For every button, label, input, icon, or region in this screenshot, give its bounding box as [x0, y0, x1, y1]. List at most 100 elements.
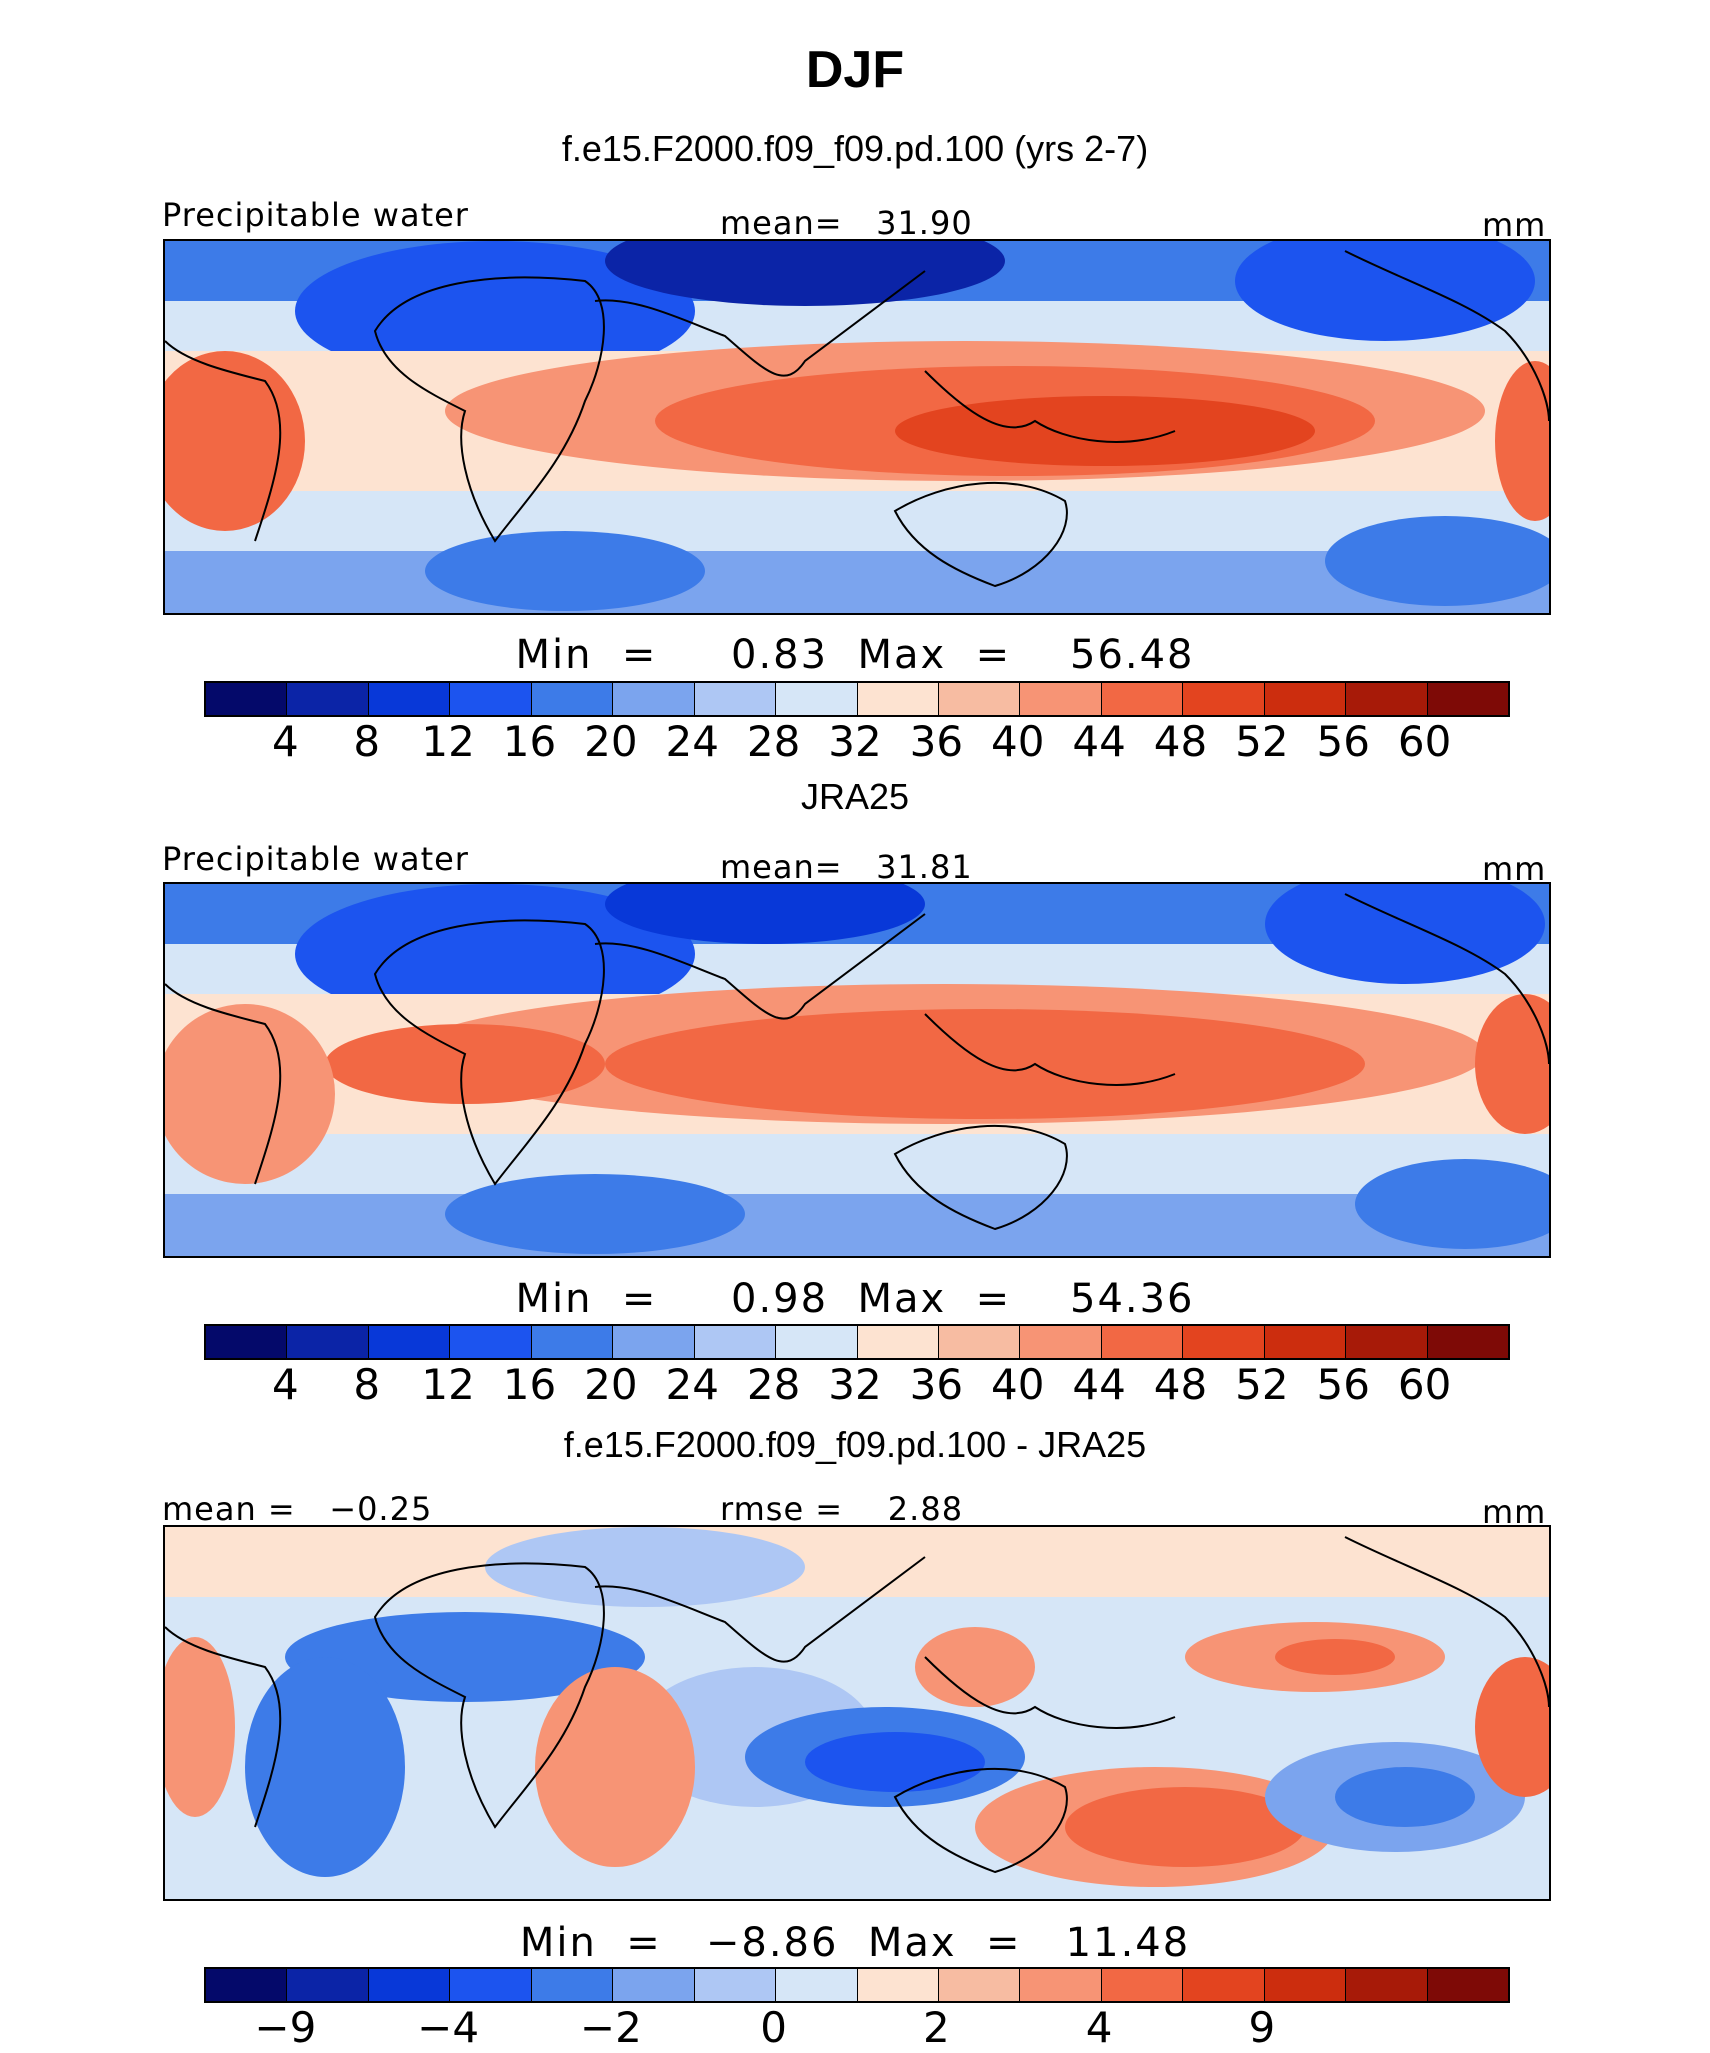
- panel-1-colorbar: [204, 681, 1510, 717]
- panel-3-mean-label: mean = −0.25: [162, 1490, 433, 1528]
- colorbar-box: [450, 683, 532, 715]
- colorbar-box: [1101, 683, 1184, 715]
- panel-2-title: JRA25: [800, 776, 910, 817]
- panel-2-units-label: mm: [1482, 850, 1547, 888]
- colorbar-tick-label: 36: [909, 1360, 964, 1409]
- colorbar-box: [613, 1969, 695, 2001]
- colorbar-tick-label: 32: [828, 1360, 882, 1409]
- panel-2-mean-label: mean= 31.81: [720, 848, 973, 886]
- panel-3-title: f.e15.F2000.f09_f09.pd.100 - JRA25: [563, 1424, 1147, 1465]
- colorbar-box: [776, 1326, 858, 1358]
- colorbar-box: [287, 1969, 369, 2001]
- panel-1-map: [163, 239, 1551, 615]
- panel-3-map-svg: [165, 1527, 1549, 1899]
- colorbar-tick-label: 52: [1235, 1360, 1289, 1409]
- colorbar-box: [287, 683, 369, 715]
- panel-1-variable-label: Precipitable water: [162, 196, 469, 234]
- colorbar-tick-label: 24: [665, 1360, 719, 1409]
- colorbar-tick-label: 40: [991, 717, 1045, 766]
- colorbar-box: [287, 1326, 369, 1358]
- colorbar-tick-label: −2: [579, 2003, 642, 2052]
- colorbar-tick-label: 20: [584, 717, 638, 766]
- colorbar-box: [1427, 1326, 1508, 1358]
- colorbar-tick-label: 4: [272, 1360, 299, 1409]
- colorbar-box: [368, 1969, 451, 2001]
- colorbar-box: [1101, 1969, 1184, 2001]
- colorbar-box: [857, 683, 939, 715]
- colorbar-box: [1020, 683, 1102, 715]
- colorbar-tick-label: 16: [502, 1360, 557, 1409]
- colorbar-box: [694, 1969, 777, 2001]
- colorbar-tick-label: 56: [1316, 1360, 1370, 1409]
- colorbar-tick-label: 44: [1072, 717, 1126, 766]
- panel-2-colorbar-ticks: 4 8 12 16 20 24 28 32 36 40 44 48 52 56 60: [204, 1360, 1510, 1410]
- colorbar-box: [368, 1326, 451, 1358]
- colorbar-tick-label: 56: [1316, 717, 1370, 766]
- colorbar-tick-label: −9: [254, 2003, 317, 2052]
- colorbar-box: [206, 1326, 288, 1358]
- colorbar-tick-label: 52: [1235, 717, 1289, 766]
- colorbar-box: [1020, 1969, 1102, 2001]
- panel-2-variable-label: Precipitable water: [162, 840, 469, 878]
- colorbar-box: [1101, 1326, 1184, 1358]
- panel-3-units-label: mm: [1482, 1493, 1547, 1531]
- panel-1-title: f.e15.F2000.f09_f09.pd.100 (yrs 2-7): [561, 128, 1149, 169]
- colorbar-tick-label: 2: [923, 2003, 950, 2052]
- colorbar-box: [857, 1326, 939, 1358]
- colorbar-tick-label: 9: [1248, 2003, 1276, 2052]
- colorbar-tick-label: 16: [502, 717, 557, 766]
- colorbar-box: [1427, 683, 1508, 715]
- colorbar-tick-label: 4: [272, 717, 299, 766]
- colorbar-tick-label: 28: [746, 1360, 801, 1409]
- panel-3-minmax: Min = −8.86 Max = 11.48: [519, 1920, 1191, 1966]
- panel-2-map: [163, 882, 1551, 1258]
- colorbar-box: [206, 683, 288, 715]
- figure-title: DJF: [805, 41, 905, 99]
- colorbar-tick-label: 8: [353, 1360, 381, 1409]
- colorbar-box: [1346, 1326, 1428, 1358]
- colorbar-box: [450, 1326, 532, 1358]
- colorbar-box: [938, 1969, 1021, 2001]
- colorbar-box: [694, 683, 777, 715]
- colorbar-box: [1020, 1326, 1102, 1358]
- colorbar-tick-label: 44: [1072, 1360, 1126, 1409]
- colorbar-tick-label: 0: [760, 2003, 787, 2052]
- colorbar-box: [613, 1326, 695, 1358]
- panel-2-map-svg: [165, 884, 1549, 1256]
- colorbar-box: [938, 683, 1021, 715]
- colorbar-box: [613, 683, 695, 715]
- colorbar-box: [531, 1969, 614, 2001]
- colorbar-box: [1264, 1969, 1347, 2001]
- colorbar-box: [694, 1326, 777, 1358]
- colorbar-box: [1264, 1326, 1347, 1358]
- colorbar-box: [206, 1969, 288, 2001]
- colorbar-box: [450, 1969, 532, 2001]
- panel-3-colorbar-ticks: −9 −4 −2 0 2 4 9: [204, 2003, 1510, 2053]
- colorbar-box: [857, 1969, 939, 2001]
- colorbar-box: [776, 683, 858, 715]
- colorbar-tick-label: 48: [1153, 1360, 1208, 1409]
- panel-3-map: [163, 1525, 1551, 1901]
- colorbar-tick-label: 60: [1397, 717, 1452, 766]
- colorbar-box: [1183, 683, 1265, 715]
- colorbar-tick-label: 60: [1397, 1360, 1452, 1409]
- colorbar-tick-label: 8: [353, 717, 381, 766]
- colorbar-box: [1183, 1969, 1265, 2001]
- colorbar-tick-label: 12: [421, 717, 475, 766]
- colorbar-tick-label: 40: [991, 1360, 1045, 1409]
- colorbar-box: [1346, 683, 1428, 715]
- colorbar-box: [1264, 683, 1347, 715]
- colorbar-tick-label: 12: [421, 1360, 475, 1409]
- colorbar-box: [1183, 1326, 1265, 1358]
- colorbar-tick-label: 20: [584, 1360, 638, 1409]
- colorbar-tick-label: 36: [909, 717, 964, 766]
- colorbar-tick-label: 4: [1085, 2003, 1113, 2052]
- colorbar-box: [938, 1326, 1021, 1358]
- panel-3-rmse-label: rmse = 2.88: [720, 1490, 964, 1528]
- panel-1-minmax: Min = 0.83 Max = 56.48: [515, 632, 1195, 678]
- colorbar-box: [1346, 1969, 1428, 2001]
- colorbar-tick-label: 32: [828, 717, 882, 766]
- colorbar-box: [776, 1969, 858, 2001]
- panel-1-map-svg: [165, 241, 1549, 613]
- colorbar-box: [1427, 1969, 1508, 2001]
